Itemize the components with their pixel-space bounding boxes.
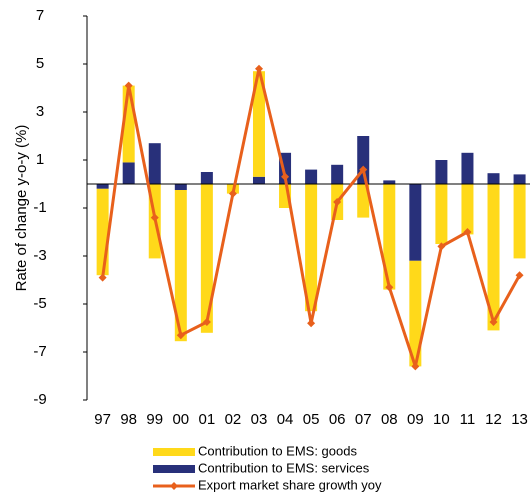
bar [409, 260, 422, 367]
legend-label: Contribution to EMS: goods [198, 443, 357, 458]
bar [174, 184, 187, 190]
x-tick-label: 13 [511, 411, 528, 428]
bar [487, 184, 500, 331]
bar [487, 173, 500, 184]
line-marker [333, 198, 342, 206]
bar [122, 162, 135, 184]
bar [513, 174, 526, 184]
bar [461, 184, 474, 235]
bar [383, 180, 396, 184]
x-tick-label: 00 [172, 411, 189, 428]
line-marker [515, 271, 524, 280]
x-tick-label: 07 [355, 411, 372, 428]
x-tick-label: 10 [433, 411, 450, 428]
bar [252, 176, 265, 184]
x-tick-label: 01 [199, 411, 216, 428]
y-tick-label: 1 [36, 151, 44, 168]
bar [252, 71, 265, 177]
x-tick-label: 11 [460, 411, 476, 428]
line-marker [228, 189, 237, 198]
bar [383, 184, 396, 290]
x-tick-label: 04 [277, 411, 294, 428]
y-axis-label: Rate of change y-o-y (%) [13, 125, 30, 292]
y-tick-label: -1 [33, 199, 46, 216]
x-tick-label: 98 [120, 411, 137, 428]
line-marker [176, 331, 185, 340]
line-marker [202, 318, 211, 326]
y-tick-label: -3 [33, 247, 46, 264]
line-marker [359, 165, 368, 174]
bar [513, 184, 526, 259]
y-tick-label: -9 [33, 391, 46, 408]
bar [96, 184, 109, 189]
line-marker [385, 283, 394, 292]
line-marker [124, 81, 133, 90]
line-marker [150, 213, 159, 222]
line-marker [281, 172, 290, 181]
legend-label: Export market share growth yoy [198, 477, 382, 492]
legend-swatch [153, 465, 195, 473]
y-tick-label: 7 [36, 7, 44, 24]
bar [461, 152, 474, 184]
line-marker [254, 64, 263, 73]
y-tick-label: -7 [33, 343, 46, 360]
x-tick-label: 02 [225, 411, 242, 428]
x-tick-label: 03 [251, 411, 268, 428]
bar [200, 172, 213, 184]
bar [305, 184, 318, 312]
y-tick-label: -5 [33, 295, 46, 312]
bar [148, 143, 161, 184]
bar [305, 169, 318, 184]
x-tick-label: 09 [407, 411, 424, 428]
line-marker [411, 362, 420, 371]
x-tick-label: 99 [146, 411, 163, 428]
bar [174, 190, 187, 342]
bar [200, 184, 213, 333]
x-tick-label: 97 [94, 411, 111, 428]
legend-swatch [153, 448, 195, 456]
bar [435, 184, 448, 244]
line-marker [437, 242, 446, 251]
bar [96, 188, 109, 276]
y-tick-label: 5 [36, 55, 44, 72]
x-tick-label: 06 [329, 411, 346, 428]
bar [409, 184, 422, 261]
x-tick-label: 05 [303, 411, 320, 428]
line-marker [98, 273, 107, 282]
x-tick-label: 08 [381, 411, 398, 428]
line-marker [307, 319, 316, 328]
bar [435, 160, 448, 184]
legend-label: Contribution to EMS: services [198, 460, 370, 475]
legend-marker [170, 482, 178, 490]
line-marker [463, 228, 472, 236]
bar [357, 184, 370, 218]
line-marker [489, 318, 498, 326]
x-tick-label: 12 [485, 411, 502, 428]
y-tick-label: 3 [36, 103, 44, 120]
bar [331, 164, 344, 184]
